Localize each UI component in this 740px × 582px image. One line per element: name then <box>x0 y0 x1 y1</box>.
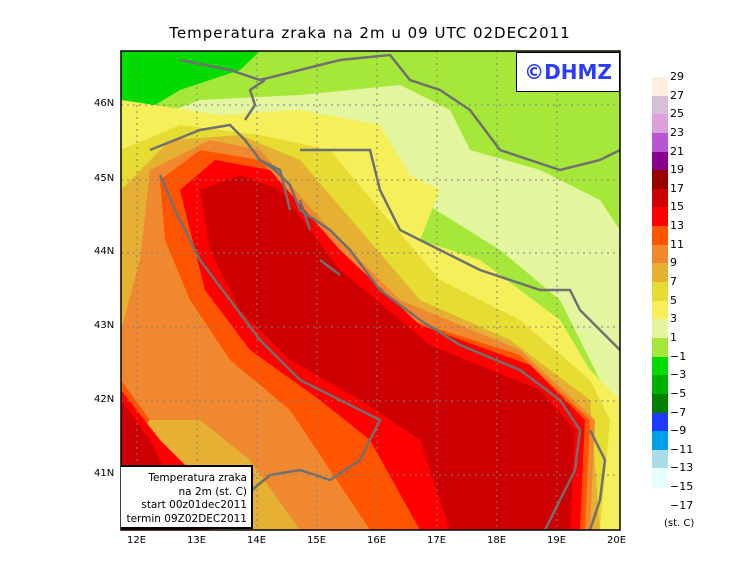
lon-tick-label: 20E <box>607 535 627 546</box>
legend-color-box <box>652 114 668 134</box>
lat-lon-grid <box>121 51 620 530</box>
info-line: start 00z01dec2011 <box>141 499 247 511</box>
lat-tick-label: 45N <box>94 173 115 184</box>
legend-label: 17 <box>670 181 684 195</box>
legend-color-box <box>652 412 668 432</box>
legend-color-box <box>652 375 668 395</box>
legend-color-box <box>652 300 668 320</box>
legend-label: −5 <box>670 386 687 400</box>
legend-label: 7 <box>670 275 677 289</box>
field-15-17 <box>121 175 575 530</box>
legend-label: 1 <box>670 330 677 344</box>
lon-tick-label: 16E <box>367 535 387 546</box>
lat-tick-label: 43N <box>94 320 115 331</box>
legend-label: 5 <box>670 293 677 307</box>
legend-label: 27 <box>670 88 684 102</box>
legend-color-box <box>652 449 668 469</box>
legend-color-box <box>652 95 668 115</box>
legend-label: 11 <box>670 237 684 251</box>
lat-tick-label: 41N <box>94 468 115 479</box>
legend-unit: (st. C) <box>664 518 695 529</box>
info-line: termin 09Z02DEC2011 <box>126 512 247 525</box>
legend-color-box <box>652 132 668 153</box>
legend-color-box <box>652 319 668 339</box>
info-line: na 2m (st. C) <box>178 485 247 498</box>
lat-tick-label: 44N <box>94 246 115 257</box>
legend-label: 29 <box>670 70 684 83</box>
lon-tick-label: 12E <box>127 535 147 546</box>
legend-label: −7 <box>670 405 687 419</box>
legend-color-box <box>652 393 668 413</box>
legend-label: 19 <box>670 163 684 177</box>
legend-color-box <box>652 207 668 227</box>
legend-label: −15 <box>670 480 694 494</box>
lon-tick-label: 17E <box>427 535 447 546</box>
info-line: Temperatura zraka <box>148 472 247 484</box>
legend-label: −13 <box>670 461 694 475</box>
map-title: Temperatura zraka na 2m u 09 UTC 02DEC20… <box>169 24 571 42</box>
coastline-and-borders <box>149 53 620 530</box>
legend-label: −9 <box>670 424 687 438</box>
lon-tick-label: 19E <box>547 535 567 546</box>
legend-color-box <box>652 151 668 171</box>
legend-color-box <box>652 244 668 264</box>
legend-color-box <box>652 468 668 488</box>
legend-label: −17 <box>670 498 694 512</box>
legend-color-box <box>652 188 668 208</box>
legend-color-box <box>652 431 668 451</box>
lon-tick-label: 14E <box>247 535 267 546</box>
legend-label: 23 <box>670 125 684 139</box>
legend-color-box <box>652 77 668 97</box>
field-1-3 <box>121 85 620 420</box>
legend-label: 15 <box>670 200 684 214</box>
legend-label: 3 <box>670 312 677 326</box>
legend-label: −11 <box>670 442 694 456</box>
lon-tick-label: 13E <box>187 535 207 546</box>
legend-color-box <box>652 337 668 358</box>
lat-tick-label: 42N <box>94 394 115 405</box>
lon-tick-label: 18E <box>487 535 507 546</box>
legend-color-box <box>652 226 668 246</box>
legend-label: 13 <box>670 219 684 233</box>
legend-color-box <box>652 282 668 302</box>
map-frame <box>120 50 621 531</box>
legend-color-box <box>652 263 668 283</box>
lon-tick-label: 15E <box>307 535 327 546</box>
legend-label: −3 <box>670 368 687 382</box>
legend-label: −1 <box>670 349 687 363</box>
legend-label: 21 <box>670 144 684 158</box>
dhmz-logo: ©DHMZ <box>516 52 620 92</box>
legend-color-box <box>652 170 668 190</box>
lat-tick-label: 46N <box>94 98 115 109</box>
legend-label: 9 <box>670 256 677 270</box>
legend-color-box <box>652 356 668 376</box>
info-box: Temperatura zraka na 2m (st. C) start 00… <box>121 465 253 529</box>
legend-label: 25 <box>670 107 684 121</box>
